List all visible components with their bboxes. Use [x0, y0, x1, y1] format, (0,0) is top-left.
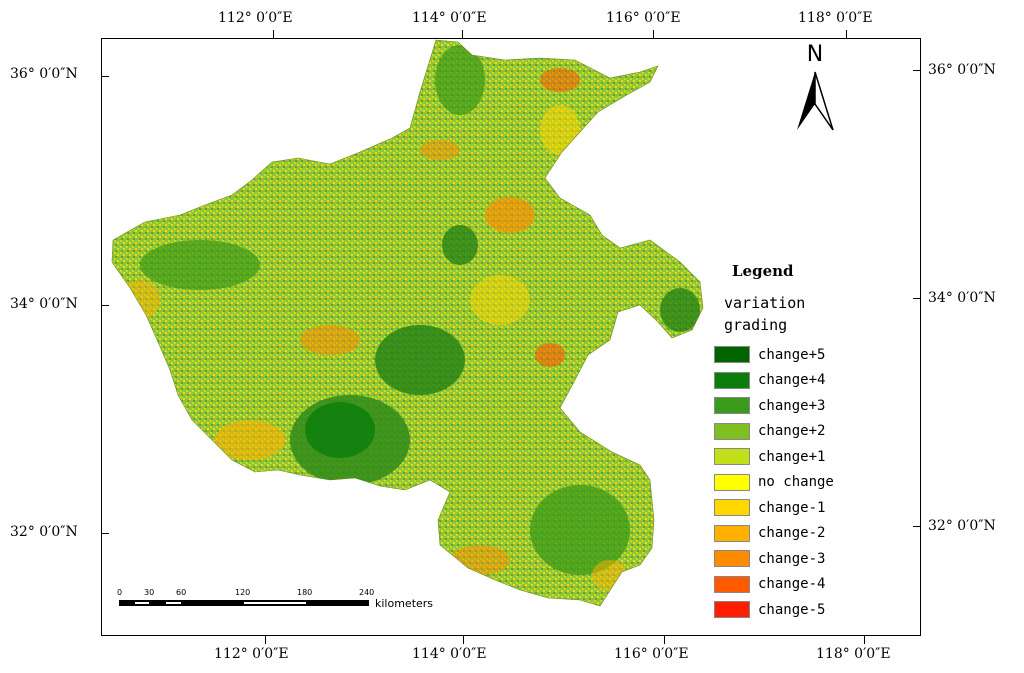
lat-label-right-36: 36° 0′0″N	[928, 62, 996, 78]
legend-subtitle: variation grading	[724, 292, 805, 336]
scale-tick-label: 120	[235, 588, 251, 597]
legend-item: change+3	[714, 393, 834, 419]
legend-subtitle-line2: grading	[724, 316, 788, 334]
tick-left-34	[101, 305, 109, 306]
tick-right-36	[913, 70, 921, 71]
tick-top-118	[846, 30, 847, 38]
legend-item: change+4	[714, 368, 834, 394]
legend-label: change-4	[758, 576, 826, 593]
legend-subtitle-line1: variation	[724, 294, 806, 312]
scale-unit-label: kilometers	[375, 597, 434, 610]
scale-tick-label: 0	[117, 588, 123, 597]
scale-tick-label: 240	[359, 588, 375, 597]
legend-swatch	[714, 499, 750, 517]
legend-label: change-1	[758, 499, 826, 516]
legend-swatch	[714, 473, 750, 491]
legend-item: no change	[714, 470, 834, 496]
legend-swatch	[714, 448, 750, 466]
lat-label-left-36: 36° 0′0″N	[10, 66, 78, 82]
legend-item: change-5	[714, 597, 834, 623]
legend-swatch	[714, 371, 750, 389]
scale-tick-label: 180	[297, 588, 313, 597]
tick-bottom-112	[265, 636, 266, 644]
legend-item: change-1	[714, 495, 834, 521]
legend-item: change+1	[714, 444, 834, 470]
legend-label: change-3	[758, 550, 826, 567]
lat-label-right-32: 32° 0′0″N	[928, 518, 996, 534]
lon-label-top-112: 112° 0′0″E	[218, 10, 293, 26]
north-arrow: N	[793, 42, 837, 134]
north-label: N	[806, 42, 824, 67]
legend-swatch	[714, 550, 750, 568]
lon-label-bottom-114: 114° 0′0″E	[412, 646, 487, 662]
scale-tick-label: 60	[176, 588, 187, 597]
scale-bar-graphic	[119, 600, 369, 606]
lat-label-left-32: 32° 0′0″N	[10, 524, 78, 540]
legend-swatch	[714, 397, 750, 415]
legend-label: change-2	[758, 525, 826, 542]
scale-tick-label: 30	[144, 588, 155, 597]
lon-label-bottom-112: 112° 0′0″E	[214, 646, 289, 662]
legend-swatch	[714, 524, 750, 542]
lon-label-top-114: 114° 0′0″E	[412, 10, 487, 26]
tick-top-112	[273, 30, 274, 38]
tick-top-114	[462, 30, 463, 38]
tick-left-32	[101, 533, 109, 534]
legend-swatch	[714, 575, 750, 593]
legend-label: change+1	[758, 448, 826, 465]
lon-label-bottom-116: 116° 0′0″E	[614, 646, 689, 662]
tick-bottom-118	[864, 636, 865, 644]
lat-label-left-34: 34° 0′0″N	[10, 296, 78, 312]
lon-label-top-116: 116° 0′0″E	[606, 10, 681, 26]
legend-label: change+3	[758, 397, 826, 414]
legend-label: no change	[758, 474, 834, 491]
lat-label-right-34: 34° 0′0″N	[928, 290, 996, 306]
tick-bottom-114	[463, 636, 464, 644]
legend-item: change-2	[714, 521, 834, 547]
legend-list: change+5 change+4 change+3 change+2 chan…	[714, 342, 834, 623]
legend-item: change-4	[714, 572, 834, 598]
tick-bottom-116	[664, 636, 665, 644]
legend-label: change+2	[758, 423, 826, 440]
legend-item: change+5	[714, 342, 834, 368]
legend-item: change+2	[714, 419, 834, 445]
legend-label: change-5	[758, 601, 826, 618]
tick-right-34	[913, 298, 921, 299]
legend-label: change+4	[758, 372, 826, 389]
legend-label: change+5	[758, 346, 826, 363]
north-arrow-icon	[797, 71, 834, 131]
legend-item: change-3	[714, 546, 834, 572]
legend-swatch	[714, 601, 750, 619]
lon-label-bottom-118: 118° 0′0″E	[816, 646, 891, 662]
tick-top-116	[653, 30, 654, 38]
tick-left-36	[101, 76, 109, 77]
tick-right-32	[913, 526, 921, 527]
legend-title: Legend	[732, 262, 794, 280]
legend-swatch	[714, 422, 750, 440]
legend-swatch	[714, 346, 750, 364]
lon-label-top-118: 118° 0′0″E	[798, 10, 873, 26]
